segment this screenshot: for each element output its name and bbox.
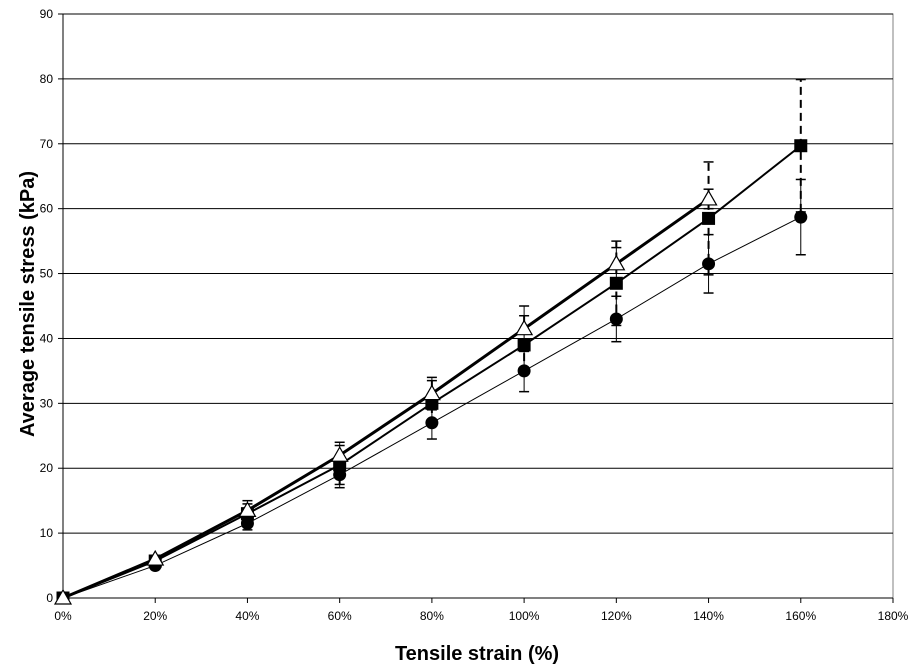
x-axis-title: Tensile strain (%) [395,643,559,665]
data-point [794,139,808,153]
data-point [146,549,165,566]
y-tick-label: 60 [40,202,54,216]
x-tick-label: 100% [509,609,540,623]
plot-area [62,13,894,599]
data-point [794,210,808,224]
data-point [422,384,441,401]
x-tick-label: 120% [601,609,632,623]
tick-labels: 0 10 20 30 40 50 60 70 80 90 0% 20% 40% 60% 80% 100% 120… [40,7,909,623]
y-tick-label: 90 [40,7,54,21]
x-tick-label: 20% [143,609,167,623]
data-point [515,319,534,336]
data-point [607,254,626,271]
y-tick-label: 80 [40,72,54,86]
data-point [699,189,718,206]
y-tick-label: 20 [40,461,54,475]
x-tick-label: 180% [878,609,909,623]
data-point [702,257,716,271]
data-point [702,211,716,225]
y-tick-label: 50 [40,267,54,281]
data-point [330,446,349,462]
y-tick-label: 70 [40,137,54,151]
series-3 [53,188,718,605]
x-tick-label: 80% [420,609,444,623]
x-tick-label: 40% [235,609,259,623]
x-tick-label: 140% [693,609,724,623]
plot-background [62,13,894,599]
y-axis-title: Average tensile stress (kPa) [17,171,39,437]
y-tick-label: 40 [40,331,54,345]
y-tick-label: 30 [40,396,54,410]
y-tick-label: 10 [40,526,54,540]
data-point [238,501,257,518]
x-tick-label: 0% [54,609,72,623]
y-tick-label: 0 [46,591,53,605]
x-tick-label: 160% [785,609,816,623]
gridlines [63,13,893,534]
x-tick-label: 60% [328,609,352,623]
series-line [62,197,710,600]
data-point [53,588,73,605]
series-layer [53,78,808,605]
